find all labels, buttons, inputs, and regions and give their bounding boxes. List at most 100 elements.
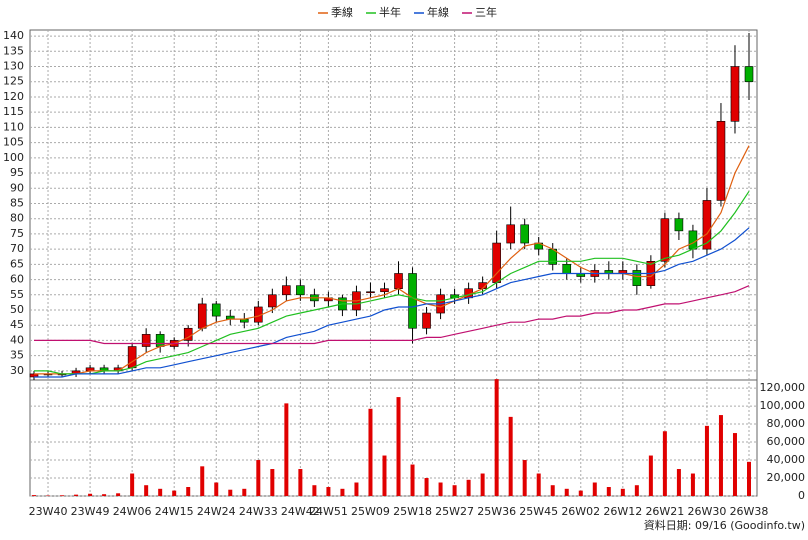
y2-tick-label: 100,000	[760, 399, 806, 412]
volume-bar	[648, 455, 653, 496]
legend-label: 三年	[475, 5, 497, 19]
x-tick-label: 23W49	[71, 505, 110, 518]
candle-body	[408, 273, 417, 329]
legend-label: 季線	[331, 5, 353, 19]
volume-bar	[298, 469, 303, 496]
ma-line	[34, 285, 750, 345]
volume-bar	[130, 473, 135, 496]
volume-bar	[74, 494, 79, 496]
x-tick-label: 26W12	[603, 505, 642, 518]
x-tick-label: 26W30	[688, 505, 727, 518]
volume-bar	[480, 473, 485, 496]
volume-bar	[732, 433, 737, 496]
y-tick-label: 55	[10, 288, 24, 301]
candle-body	[562, 264, 572, 274]
candle-body	[296, 285, 305, 296]
candle-body	[380, 288, 389, 293]
y-tick-label: 110	[3, 120, 24, 133]
volume-bar	[228, 489, 233, 496]
y-tick-label: 100	[3, 151, 24, 164]
volume-bar	[102, 494, 107, 496]
volume-bar	[396, 397, 401, 496]
candle-body	[394, 273, 403, 289]
x-tick-label: 24W42	[281, 505, 320, 518]
candle-body	[127, 346, 137, 369]
volume-bar	[354, 482, 359, 496]
ma-line	[34, 145, 750, 375]
volume-bar	[634, 485, 639, 496]
y-tick-label: 85	[10, 196, 24, 209]
volume-bar	[676, 469, 681, 496]
legend-label: 年線	[427, 5, 449, 19]
y2-tick-label: 40,000	[767, 453, 806, 466]
volume-bar	[550, 485, 555, 496]
volume-bar	[592, 482, 597, 496]
ma-line	[34, 227, 750, 378]
y2-tick-label: 0	[798, 489, 805, 502]
candle-body	[282, 285, 291, 296]
candle-body	[268, 294, 277, 308]
volume-bar	[718, 415, 723, 496]
volume-bar	[704, 425, 709, 496]
volume-bar	[662, 431, 667, 496]
volume-bar	[382, 455, 387, 496]
y-tick-label: 75	[10, 227, 24, 240]
y-tick-label: 120	[3, 90, 24, 103]
y-tick-label: 45	[10, 318, 24, 331]
volume-bar	[88, 493, 93, 496]
ma-line	[34, 190, 750, 375]
x-tick-label: 25W36	[477, 505, 516, 518]
candle-body	[506, 224, 515, 244]
candle-body	[632, 270, 642, 286]
volume-bar	[452, 485, 457, 496]
candle-body	[366, 291, 375, 294]
volume-bar	[144, 485, 149, 496]
source-note: 資料日期: 09/16 (Goodinfo.tw)	[644, 518, 805, 532]
y2-tick-label: 80,000	[767, 417, 806, 430]
volume-bar	[284, 403, 289, 496]
volume-bar	[116, 493, 121, 496]
volume-bar	[200, 466, 205, 496]
y2-tick-label: 120,000	[760, 381, 806, 394]
candle-body	[688, 230, 698, 250]
x-tick-label: 25W18	[393, 505, 432, 518]
candle-body	[141, 334, 151, 347]
x-tick-label: 24W24	[197, 505, 236, 518]
x-tick-label: 25W45	[519, 505, 558, 518]
candle-body	[211, 303, 221, 317]
y-tick-label: 70	[10, 242, 24, 255]
volume-bar	[438, 482, 443, 496]
y-tick-label: 90	[10, 181, 24, 194]
x-tick-label: 26W21	[645, 505, 684, 518]
volume-bar	[747, 461, 751, 496]
x-tick-label: 26W02	[561, 505, 600, 518]
plot-frame	[29, 29, 758, 497]
volume-bar	[32, 495, 36, 496]
volume-bar	[312, 485, 317, 496]
volume-bar	[578, 490, 583, 496]
x-tick-label: 25W27	[435, 505, 474, 518]
volume-bar	[494, 379, 499, 496]
volume-bar	[172, 490, 177, 496]
volume-bar	[326, 487, 331, 496]
volume-bar	[564, 488, 569, 496]
volume-bar	[256, 460, 261, 496]
volume-bar	[410, 464, 415, 496]
y2-tick-label: 60,000	[767, 435, 806, 448]
y-tick-label: 135	[3, 44, 24, 57]
y-tick-label: 30	[10, 364, 24, 377]
y-tick-label: 130	[3, 60, 24, 73]
y-tick-label: 60	[10, 273, 24, 286]
candle-body	[520, 224, 529, 244]
y-tick-label: 35	[10, 349, 24, 362]
volume-bar	[242, 488, 247, 496]
candle-body	[660, 218, 670, 262]
x-tick-label: 25W09	[351, 505, 390, 518]
x-tick-label: 24W15	[155, 505, 194, 518]
candle-body	[155, 334, 165, 347]
legend-label: 半年	[379, 5, 401, 19]
y-tick-label: 115	[3, 105, 24, 118]
candle-body	[674, 218, 684, 232]
y-tick-label: 80	[10, 212, 24, 225]
volume-bar	[60, 495, 65, 496]
